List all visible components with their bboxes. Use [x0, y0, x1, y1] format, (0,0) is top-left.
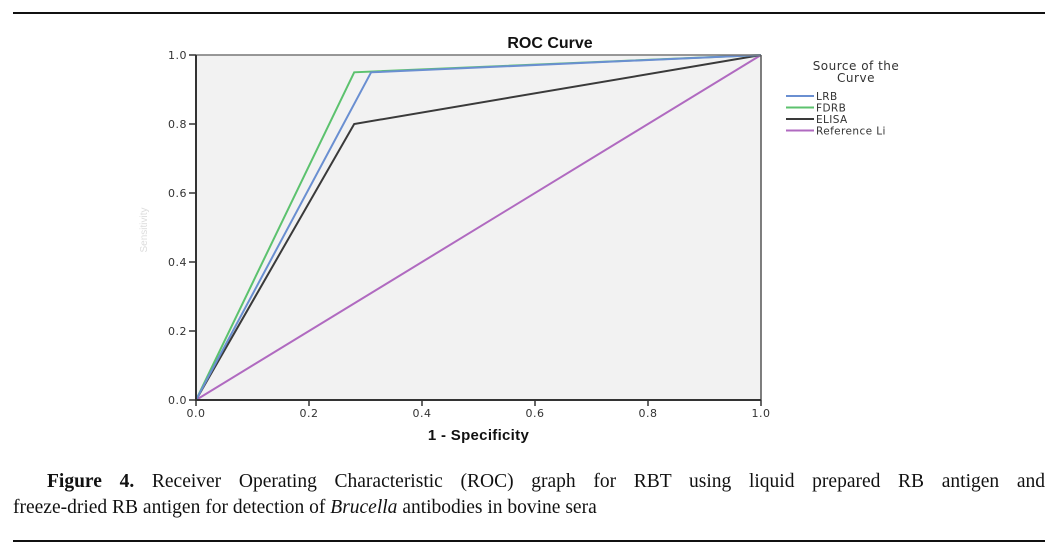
- x-tick-label: 0.8: [639, 407, 658, 420]
- caption-text-1: Receiver Operating Characteristic (ROC) …: [151, 471, 1045, 492]
- bottom-rule: [13, 540, 1045, 542]
- chart-title: ROC Curve: [507, 35, 592, 52]
- series-line-lrb: [195, 54, 762, 401]
- series-layer: [195, 54, 762, 401]
- caption-line-1: Figure 4. Receiver Operating Characteris…: [13, 469, 1045, 495]
- x-tick-label: 1.0: [752, 407, 771, 420]
- x-axis-label: 1 - Specificity: [428, 427, 530, 444]
- y-tick-label: 1.0: [168, 49, 187, 62]
- y-tick-label: 0.0: [168, 394, 187, 407]
- caption-text-2b: antibodies in bovine sera: [397, 497, 597, 518]
- y-tick-label: 0.2: [168, 325, 187, 338]
- y-axis-label: Sensitivity: [139, 207, 150, 252]
- ticks-layer: 0.0 0.2 0.4 0.6 0.8 1.0 0.0 0.2 0.4 0.6 0.8 1.0: [168, 49, 771, 420]
- legend-item-elisa: ELISA: [786, 114, 848, 126]
- legend-label: Reference Li: [816, 126, 886, 138]
- legend-item-reference-li: Reference Li: [786, 126, 886, 138]
- y-tick-label: 0.6: [168, 187, 187, 200]
- series-line-elisa: [195, 54, 762, 401]
- series-line-reference-li: [195, 54, 762, 401]
- legend-item-fdrb: FDRB: [786, 103, 846, 115]
- x-tick-label: 0.0: [187, 407, 206, 420]
- x-tick-label: 0.4: [413, 407, 432, 420]
- legend-label: FDRB: [816, 103, 846, 115]
- x-tick-label: 0.2: [300, 407, 319, 420]
- legend-title-line2: Curve: [837, 71, 875, 85]
- y-tick-label: 0.4: [168, 256, 187, 269]
- figure-caption: Figure 4. Receiver Operating Characteris…: [13, 469, 1045, 521]
- axes-layer: [195, 54, 762, 401]
- legend: Source of the Curve LRBFDRBELISAReferenc…: [786, 59, 899, 138]
- top-rule: [13, 12, 1045, 14]
- roc-chart: 0.0 0.2 0.4 0.6 0.8 1.0 0.0 0.2 0.4 0.6 0.8 1.0 ROC…: [139, 35, 899, 444]
- legend-label: LRB: [816, 91, 838, 103]
- caption-text-2a: freeze-dried RB antigen for detection of: [13, 497, 331, 518]
- x-tick-label: 0.6: [526, 407, 545, 420]
- caption-label: Figure 4.: [47, 471, 135, 492]
- legend-item-lrb: LRB: [786, 91, 838, 103]
- legend-label: ELISA: [816, 114, 848, 126]
- caption-line-2: freeze-dried RB antigen for detection of…: [13, 495, 1045, 521]
- legend-title-line1: Source of the: [813, 59, 900, 73]
- caption-italic-genus: Brucella: [330, 497, 398, 518]
- y-tick-label: 0.8: [168, 118, 187, 131]
